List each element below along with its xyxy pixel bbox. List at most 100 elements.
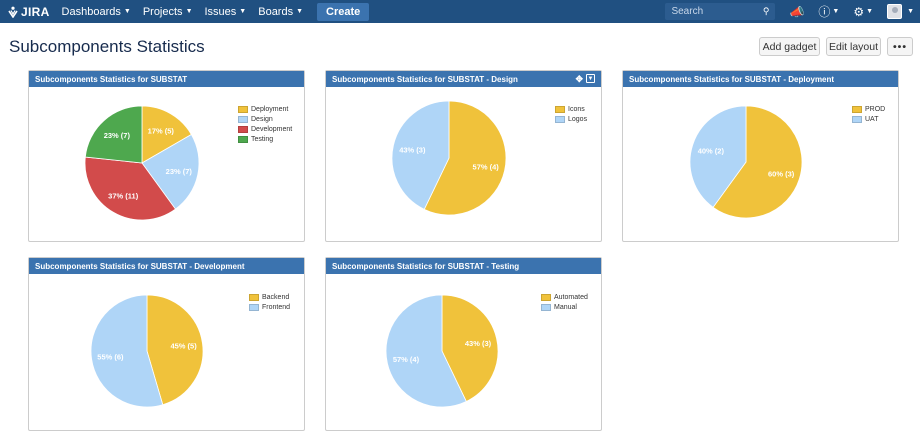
gadget-header[interactable]: Subcomponents Statistics for SUBSTAT [29,71,304,87]
chart-legend: Backend Frontend [249,292,290,312]
legend-label: Development [251,125,293,133]
pie-slice-frontend[interactable] [90,294,164,408]
legend-swatch [238,125,248,133]
slice-label-frontend: 55% (6) [97,352,124,361]
legend-swatch [555,105,565,113]
gadget-body: 43% (3) 57% (4) Automated Manual [326,274,601,430]
slice-label-backend: 45% (5) [170,342,197,351]
jira-logo-icon [8,6,18,18]
search-icon: ⚲ [762,6,770,16]
nav-issues[interactable]: Issues ▼ [205,6,247,18]
legend-swatch [238,105,248,113]
profile-button[interactable]: ▼ [887,4,914,19]
legend-label: Deployment [251,105,289,113]
chart-legend: Automated Manual [541,292,588,312]
gadget-substat-development: Subcomponents Statistics for SUBSTAT - D… [28,257,305,431]
pie-slice-prod[interactable] [712,105,803,219]
pie-slice-automated[interactable] [441,294,499,402]
legend-label: Design [251,115,273,123]
gadget-substat-testing: Subcomponents Statistics for SUBSTAT - T… [325,257,602,431]
legend-item-design: Design [238,114,292,124]
gadget-body: 45% (5) 55% (6) Backend Frontend [29,274,304,430]
chevron-down-icon: ▼ [866,8,874,15]
slice-label-uat: 40% (2) [698,147,725,156]
chevron-down-icon: ▼ [185,8,193,15]
nav-projects[interactable]: Projects ▼ [143,6,193,18]
gadget-substat-deployment: Subcomponents Statistics for SUBSTAT - D… [622,70,899,242]
legend-item-backend: Backend [249,292,290,302]
slice-label-testing: 23% (7) [104,131,131,140]
gadget-title: Subcomponents Statistics for SUBSTAT [35,75,188,84]
top-navigation-bar: JIRA Dashboards ▼ Projects ▼ Issues ▼ Board… [0,0,920,23]
gadget-title: Subcomponents Statistics for SUBSTAT - D… [35,262,245,271]
nav-dashboards-label: Dashboards [61,5,121,18]
pie-slice-logos[interactable] [391,100,450,210]
gadget-header[interactable]: Subcomponents Statistics for SUBSTAT - D… [326,71,601,87]
pie-slice-manual[interactable] [385,294,467,408]
nav-issues-label: Issues [204,5,237,18]
move-icon[interactable]: ✥ [575,74,583,84]
pie-chart: 17% (5) 23% (7) 37% (11) 23% (7) [84,105,200,221]
legend-item-logos: Logos [555,114,587,124]
slice-label-prod: 60% (3) [768,169,795,178]
legend-label: Manual [554,303,577,311]
search-input[interactable]: Search ⚲ [665,3,776,20]
legend-label: Logos [568,115,588,123]
legend-swatch [555,115,565,123]
gadget-body: 60% (3) 40% (2) PROD UAT [623,87,898,241]
gadget-header[interactable]: Subcomponents Statistics for SUBSTAT - T… [326,258,601,274]
slice-label-development: 37% (11) [108,192,139,201]
jira-logo[interactable]: JIRA [7,5,50,19]
legend-swatch [249,293,259,301]
slice-label-automated: 43% (3) [465,339,492,348]
pie-slice-deployment[interactable] [141,105,192,164]
gadget-title: Subcomponents Statistics for SUBSTAT - T… [332,262,520,271]
legend-item-automated: Automated [541,292,588,302]
legend-label: Automated [554,293,588,301]
create-button[interactable]: Create [317,2,370,21]
legend-label: PROD [865,105,886,113]
legend-swatch [238,135,248,143]
chevron-down-icon: ▼ [907,8,914,15]
legend-item-uat: UAT [852,114,885,124]
pie-slice-testing[interactable] [84,105,143,164]
pie-chart: 60% (3) 40% (2) [689,105,803,219]
add-gadget-button[interactable]: Add gadget [759,37,820,56]
legend-item-icons: Icons [555,104,587,114]
pie-slice-development[interactable] [84,156,177,221]
search-placeholder: Search [671,6,704,17]
settings-button[interactable]: ⚙ ▼ [853,5,873,19]
page-title: Subcomponents Statistics [9,37,205,56]
slice-label-manual: 57% (4) [393,355,420,364]
pie-slice-icons[interactable] [423,100,507,216]
pie-slice-backend[interactable] [146,294,204,406]
help-icon: ⓘ [818,5,831,19]
help-button[interactable]: ⓘ ▼ [818,3,839,20]
gadget-header[interactable]: Subcomponents Statistics for SUBSTAT - D… [29,258,304,274]
legend-swatch [852,115,862,123]
gadget-header[interactable]: Subcomponents Statistics for SUBSTAT - D… [623,71,898,87]
more-options-button[interactable]: ••• [887,37,913,56]
slice-label-deployment: 17% (5) [148,126,175,135]
feedback-button[interactable]: 📣 [789,5,804,19]
slice-label-logos: 43% (3) [399,146,426,155]
edit-layout-button[interactable]: Edit layout [826,37,881,56]
nav-right-tools: Search ⚲ 📣 ⓘ ▼ ⚙ ▼ ▼ [665,0,920,23]
gadget-menu-icon[interactable]: ▼ [586,74,595,83]
gadget-substat: Subcomponents Statistics for SUBSTAT 17%… [28,70,305,242]
chevron-down-icon: ▼ [832,8,840,15]
chart-legend: PROD UAT [852,104,885,124]
pie-slice-uat[interactable] [689,105,747,208]
slice-label-design: 23% (7) [166,167,193,176]
legend-label: Testing [251,135,274,143]
gadget-title: Subcomponents Statistics for SUBSTAT - D… [629,75,835,84]
nav-boards[interactable]: Boards ▼ [258,6,303,18]
legend-item-testing: Testing [238,134,292,144]
gadget-title: Subcomponents Statistics for SUBSTAT - D… [332,75,518,84]
avatar [887,4,903,19]
legend-label: UAT [865,115,879,123]
nav-dashboards[interactable]: Dashboards ▼ [62,6,131,18]
gadget-header-tools: ✥ ▼ [575,74,595,85]
gadget-body: 17% (5) 23% (7) 37% (11) 23% (7) Deployment… [29,87,304,241]
pie-slice-design[interactable] [141,133,200,210]
